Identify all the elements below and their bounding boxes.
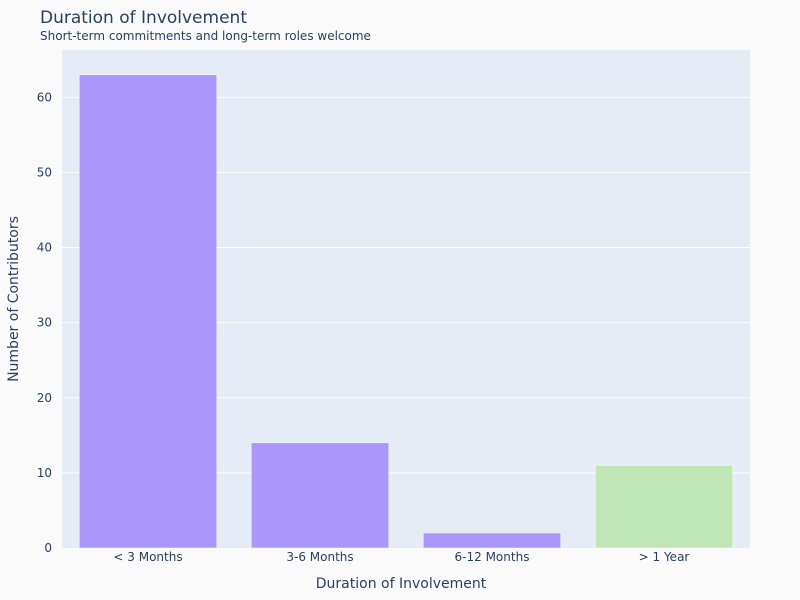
bar (422, 532, 562, 549)
chart-subtitle: Short-term commitments and long-term rol… (40, 29, 371, 43)
bar (594, 465, 734, 549)
y-tick-label: 60 (37, 90, 52, 104)
y-tick-label: 0 (44, 541, 52, 555)
y-tick-label: 50 (37, 165, 52, 179)
y-tick-label: 10 (37, 466, 52, 480)
x-tick-label: < 3 Months (113, 550, 182, 564)
x-tick-label: > 1 Year (639, 550, 690, 564)
y-tick-label: 40 (37, 241, 52, 255)
bars (78, 74, 734, 549)
x-axis-title: Duration of Involvement (316, 576, 487, 592)
y-tick-label: 30 (37, 316, 52, 330)
chart-title: Duration of Involvement (40, 8, 247, 28)
x-tick-label: 3-6 Months (286, 550, 353, 564)
x-tick-label: 6-12 Months (455, 550, 530, 564)
bar (78, 74, 218, 549)
bar (250, 442, 390, 549)
x-axis-ticks: < 3 Months 3-6 Months 6-12 Months > 1 Year (113, 550, 689, 564)
y-tick-label: 20 (37, 391, 52, 405)
y-axis-title: Number of Contributors (6, 216, 22, 382)
y-axis-ticks: 0 10 20 30 40 50 60 (37, 90, 52, 555)
